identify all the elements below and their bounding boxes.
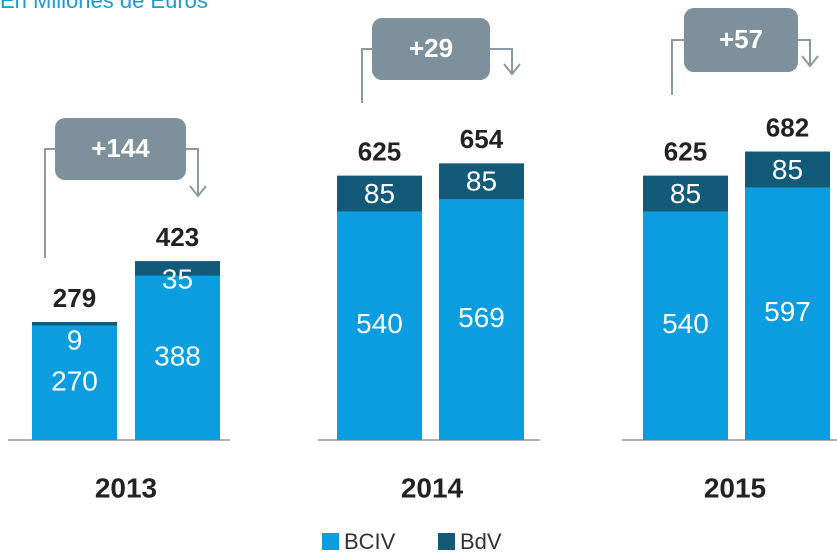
bar-segment	[745, 151, 830, 188]
bracket	[186, 148, 199, 196]
bar-segment	[337, 211, 422, 440]
total-label: 279	[53, 283, 96, 313]
group-label: 2014	[401, 472, 464, 503]
total-label: 654	[460, 124, 504, 154]
chart-subtitle: En Millones de Euros	[0, 0, 208, 13]
segment-label: 85	[670, 178, 701, 209]
bar-segment	[135, 275, 220, 440]
total-label: 625	[358, 137, 401, 167]
segment-label: 9	[67, 324, 83, 355]
bracket	[671, 39, 684, 95]
bracket	[798, 39, 811, 66]
bracket	[490, 48, 513, 74]
segment-label: 540	[356, 308, 403, 339]
delta-label: +29	[409, 33, 453, 63]
segment-label: 569	[458, 302, 505, 333]
bar-segment	[32, 321, 117, 326]
bar-segment	[643, 211, 728, 440]
arrow-head	[503, 63, 521, 76]
segment-label: 270	[51, 365, 98, 396]
segment-label: 35	[162, 263, 193, 294]
total-label: 682	[766, 112, 809, 142]
bar-segment	[439, 163, 524, 200]
bar-segment	[643, 175, 728, 212]
arrow-head	[189, 185, 207, 198]
segment-label: 85	[364, 178, 395, 209]
total-label: 625	[664, 137, 707, 167]
legend-label: BdV	[460, 529, 502, 554]
delta-box	[684, 8, 798, 72]
group-label: 2013	[95, 472, 157, 503]
delta-box	[55, 118, 186, 180]
legend-swatch	[438, 533, 455, 550]
bar-segment	[745, 187, 830, 440]
total-label: 423	[156, 222, 199, 252]
group-label: 2015	[704, 472, 766, 503]
segment-label: 540	[662, 308, 709, 339]
legend-label: BCIV	[344, 529, 396, 554]
segment-label: 85	[772, 154, 803, 185]
delta-box	[372, 18, 490, 80]
legend-swatch	[322, 533, 339, 550]
bracket	[44, 148, 55, 258]
segment-label: 85	[466, 166, 497, 197]
segment-label: 388	[154, 340, 201, 371]
bar-segment	[337, 175, 422, 212]
bar-segment	[32, 325, 117, 440]
delta-label: +144	[91, 133, 150, 163]
segment-label: 597	[764, 296, 811, 327]
delta-label: +57	[719, 24, 763, 54]
arrow-head	[801, 55, 819, 68]
bar-segment	[439, 199, 524, 440]
bracket	[361, 48, 372, 103]
bar-segment	[135, 261, 220, 276]
